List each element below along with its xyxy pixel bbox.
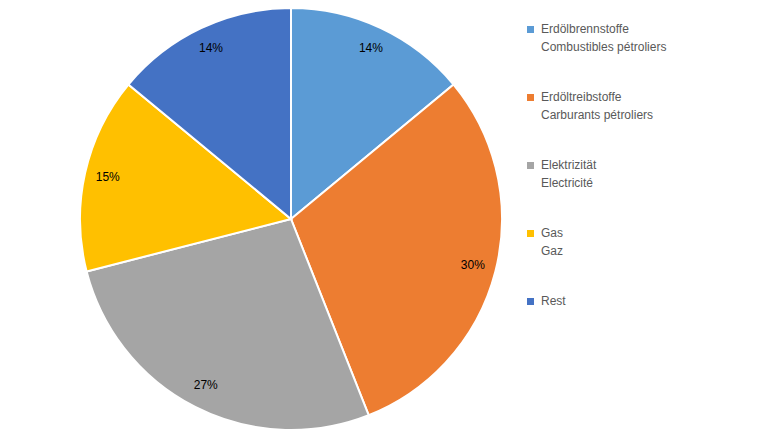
chart: 14% 30% 27% 15% 14% Erdölbrennstoffe Combustib… (0, 0, 760, 440)
data-label: 27% (194, 378, 218, 392)
data-labels: 14% 30% 27% 15% 14% (96, 41, 486, 392)
legend-swatch (527, 162, 534, 169)
legend-item: Elektrizität Electricité (527, 158, 597, 190)
legend-swatch (527, 94, 534, 101)
data-label: 15% (96, 170, 120, 184)
chart-container: 14% 30% 27% 15% 14% Erdölbrennstoffe Combustib… (0, 0, 760, 440)
data-label: 30% (461, 258, 485, 272)
legend-swatch (527, 298, 534, 305)
legend-label-line: Rest (541, 294, 566, 308)
data-label: 14% (359, 41, 383, 55)
legend: ErdölbrennstoffeCombustibles pétroliersE… (527, 22, 666, 308)
legend-label-line: Electricité (541, 176, 593, 190)
legend-item: Gas Gaz (527, 226, 563, 258)
legend-item: Erdölbrennstoffe Combustibles pétroliers (527, 22, 666, 54)
legend-swatch (527, 230, 534, 237)
legend-swatch (527, 26, 534, 33)
pie-slice (128, 8, 291, 219)
legend-item: Erdöltreibstoffe Carburants pétroliers (527, 90, 653, 122)
legend-label: Erdöltreibstoffe Carburants pétroliers (541, 90, 653, 122)
legend-item: Rest (527, 294, 566, 308)
legend-label: Elektrizität Electricité (541, 158, 597, 190)
data-label: 14% (199, 41, 223, 55)
legend-label-line: Gas (541, 226, 563, 240)
legend-label: Erdölbrennstoffe Combustibles pétroliers (541, 22, 666, 54)
legend-label-line: Gaz (541, 244, 563, 258)
legend-label: Gas Gaz (541, 226, 563, 258)
pie (80, 8, 502, 430)
legend-label-line: Elektrizität (541, 158, 597, 172)
legend-label-line: Carburants pétroliers (541, 108, 653, 122)
legend-label-line: Erdöltreibstoffe (541, 90, 622, 104)
legend-label-line: Combustibles pétroliers (541, 40, 666, 54)
legend-label: Rest (541, 294, 566, 308)
legend-label-line: Erdölbrennstoffe (541, 22, 629, 36)
